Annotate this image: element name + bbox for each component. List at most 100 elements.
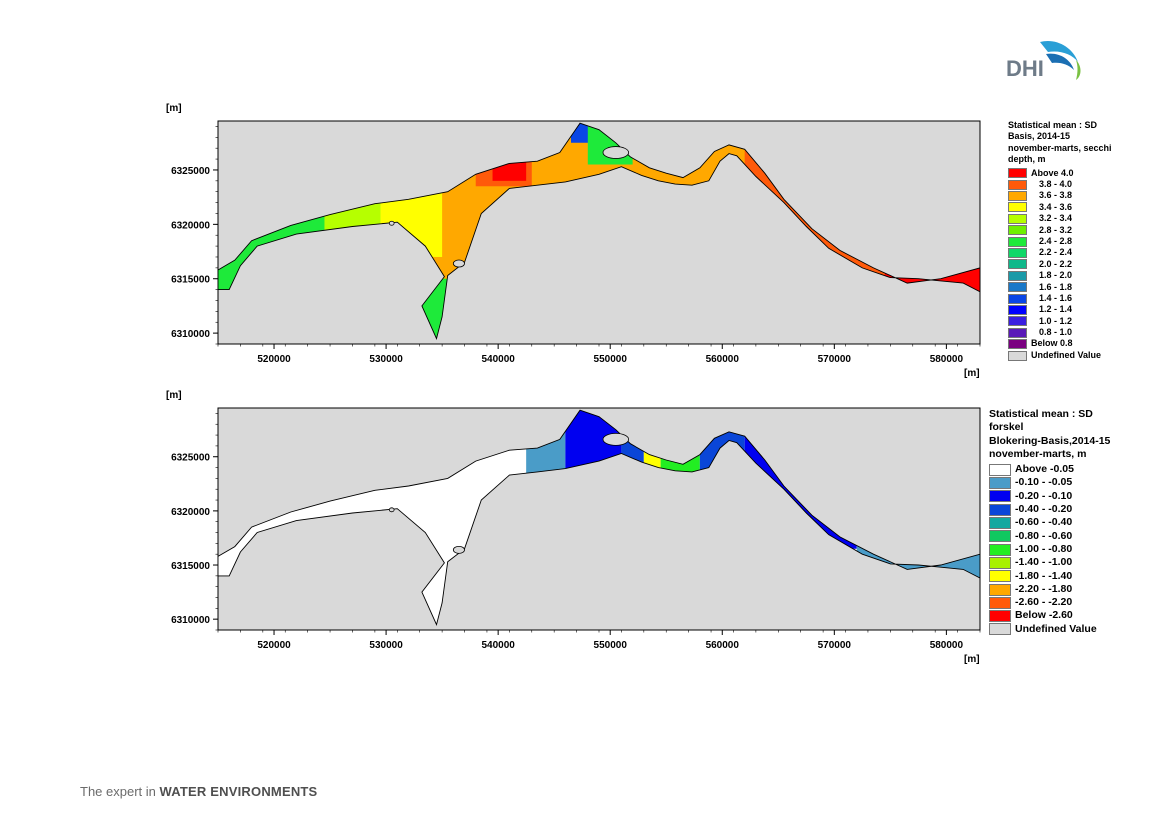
legend-swatch bbox=[989, 610, 1011, 623]
island-1 bbox=[452, 545, 465, 554]
legend-entry: 1.2 - 1.4 bbox=[1008, 304, 1112, 315]
legend-swatch bbox=[989, 570, 1011, 583]
shoreline bbox=[217, 122, 981, 340]
legend-entry: -2.60 - -2.20 bbox=[989, 596, 1110, 609]
legend-swatch bbox=[1008, 293, 1027, 304]
logo-text: DHI bbox=[1006, 56, 1044, 81]
legend-label: 1.6 - 1.8 bbox=[1039, 281, 1073, 292]
x-axis-label: [m] bbox=[964, 654, 980, 665]
legend-entry: Above 4.0 bbox=[1008, 168, 1112, 179]
legend-label: 2.0 - 2.2 bbox=[1039, 258, 1073, 269]
legend-bottom-title: Statistical mean : SD forskel Blokering-Ba… bbox=[989, 408, 1110, 461]
legend-swatch bbox=[989, 596, 1011, 609]
legend-swatch bbox=[1008, 270, 1027, 281]
x-tick-label-1: 530000 bbox=[369, 640, 403, 651]
legend-entry: -0.10 - -0.05 bbox=[989, 476, 1110, 490]
legend-entry: 1.8 - 2.0 bbox=[1008, 270, 1112, 281]
y-tick-label-1: 6315000 bbox=[171, 561, 210, 572]
legend-label: 2.8 - 3.2 bbox=[1039, 224, 1073, 235]
legend-label: -2.60 - -2.20 bbox=[1015, 596, 1073, 609]
water-body bbox=[218, 123, 980, 339]
y-axis-label: [m] bbox=[166, 103, 182, 114]
island-0 bbox=[602, 146, 630, 159]
legend-entry: 1.0 - 1.2 bbox=[1008, 316, 1112, 327]
legend-label: Below 0.8 bbox=[1031, 338, 1073, 349]
legend-swatch bbox=[989, 477, 1011, 490]
x-tick-label-5: 570000 bbox=[818, 640, 852, 651]
x-tick-label-2: 540000 bbox=[481, 640, 515, 651]
legend-entry: 3.2 - 3.4 bbox=[1008, 213, 1112, 224]
x-tick-label-5: 570000 bbox=[818, 354, 852, 365]
legend-label: -0.60 - -0.40 bbox=[1015, 516, 1073, 529]
legend-entry: -1.40 - -1.00 bbox=[989, 556, 1110, 569]
legend-label: Undefined Value bbox=[1015, 622, 1097, 635]
legend-entry: Below 0.8 bbox=[1008, 338, 1112, 350]
legend-swatch bbox=[1008, 248, 1027, 259]
x-tick-label-2: 540000 bbox=[481, 354, 515, 365]
island-1 bbox=[452, 259, 465, 268]
legend-swatch bbox=[1008, 225, 1027, 236]
legend-title-line-2: november-marts, secchi bbox=[1008, 142, 1112, 153]
legend-entry: Undefined Value bbox=[1008, 350, 1112, 361]
legend-entry: 2.2 - 2.4 bbox=[1008, 247, 1112, 259]
island-2 bbox=[388, 507, 395, 513]
legend-swatch bbox=[1008, 259, 1027, 270]
legend-entry: 3.8 - 4.0 bbox=[1008, 179, 1112, 190]
legend-swatch bbox=[1008, 327, 1027, 338]
dhi-logo bbox=[1040, 40, 1081, 80]
legend-label: -1.00 - -0.80 bbox=[1015, 542, 1073, 555]
legend-label: 2.2 - 2.4 bbox=[1039, 247, 1073, 258]
legend-label: -0.80 - -0.60 bbox=[1015, 529, 1073, 542]
x-tick-label-1: 530000 bbox=[369, 354, 403, 365]
y-tick-label-1: 6315000 bbox=[171, 275, 210, 286]
x-tick-label-4: 560000 bbox=[706, 354, 740, 365]
legend-entry: -0.20 - -0.10 bbox=[989, 490, 1110, 503]
island-0 bbox=[602, 433, 630, 446]
legend-entry: 2.4 - 2.8 bbox=[1008, 236, 1112, 247]
legend-label: -0.20 - -0.10 bbox=[1015, 489, 1073, 502]
legend-label: 1.2 - 1.4 bbox=[1039, 304, 1073, 315]
x-tick-label-6: 580000 bbox=[930, 640, 964, 651]
legend-swatch bbox=[1008, 202, 1027, 213]
legend-entry: -2.20 - -1.80 bbox=[989, 583, 1110, 596]
logo-wave-1 bbox=[1040, 40, 1078, 62]
legend-entry: -0.60 - -0.40 bbox=[989, 516, 1110, 530]
legend-label: 0.8 - 1.0 bbox=[1039, 327, 1073, 338]
y-tick-label-0: 6310000 bbox=[171, 615, 210, 626]
tagline: The expert in WATER ENVIRONMENTS bbox=[80, 784, 317, 799]
legend-swatch bbox=[989, 503, 1011, 516]
legend-label: 3.8 - 4.0 bbox=[1039, 179, 1073, 190]
legend-label: 2.4 - 2.8 bbox=[1039, 235, 1073, 246]
tagline-emphasis: WATER ENVIRONMENTS bbox=[159, 784, 318, 799]
tagline-prefix: The expert in bbox=[80, 784, 160, 799]
legend-swatch bbox=[989, 623, 1011, 636]
y-tick-label-0: 6310000 bbox=[171, 329, 210, 340]
legend-entry: 3.6 - 3.8 bbox=[1008, 190, 1112, 202]
x-tick-label-0: 520000 bbox=[257, 354, 291, 365]
legend-label: 3.6 - 3.8 bbox=[1039, 190, 1073, 201]
legend-swatch bbox=[1008, 350, 1027, 361]
legend-title-line-1: forskel bbox=[989, 421, 1024, 434]
legend-label: Above 4.0 bbox=[1031, 167, 1074, 178]
legend-entry: 1.6 - 1.8 bbox=[1008, 282, 1112, 293]
legend-title-line-3: depth, m bbox=[1008, 154, 1046, 165]
legend-title-line-3: november-marts, m bbox=[989, 447, 1087, 460]
legend-label: 1.0 - 1.2 bbox=[1039, 315, 1073, 326]
legend-label: -1.80 - -1.40 bbox=[1015, 569, 1073, 582]
legend-swatch bbox=[1008, 236, 1027, 247]
legend-title-line-1: Basis, 2014-15 bbox=[1008, 131, 1071, 142]
legend-swatch bbox=[1008, 282, 1027, 293]
legend-label: 3.2 - 3.4 bbox=[1039, 213, 1073, 224]
legend-entry: -1.80 - -1.40 bbox=[989, 570, 1110, 583]
legend-top-title: Statistical mean : SD Basis, 2014-15 novem… bbox=[1008, 120, 1112, 166]
legend-swatch bbox=[1008, 213, 1027, 224]
legend-swatch bbox=[989, 517, 1011, 530]
chart-bottom-difference: 520000 530000 540000 550000 560000 570000 5800… bbox=[166, 390, 981, 665]
legend-title-line-2: Blokering-Basis,2014-15 bbox=[989, 434, 1111, 447]
y-tick-label-3: 6325000 bbox=[171, 166, 210, 177]
legend-swatch bbox=[989, 490, 1011, 503]
legend-label: 1.4 - 1.6 bbox=[1039, 292, 1073, 303]
legend-swatch bbox=[989, 543, 1011, 556]
legend-swatch bbox=[1008, 191, 1027, 202]
legend-swatch bbox=[1008, 305, 1027, 315]
